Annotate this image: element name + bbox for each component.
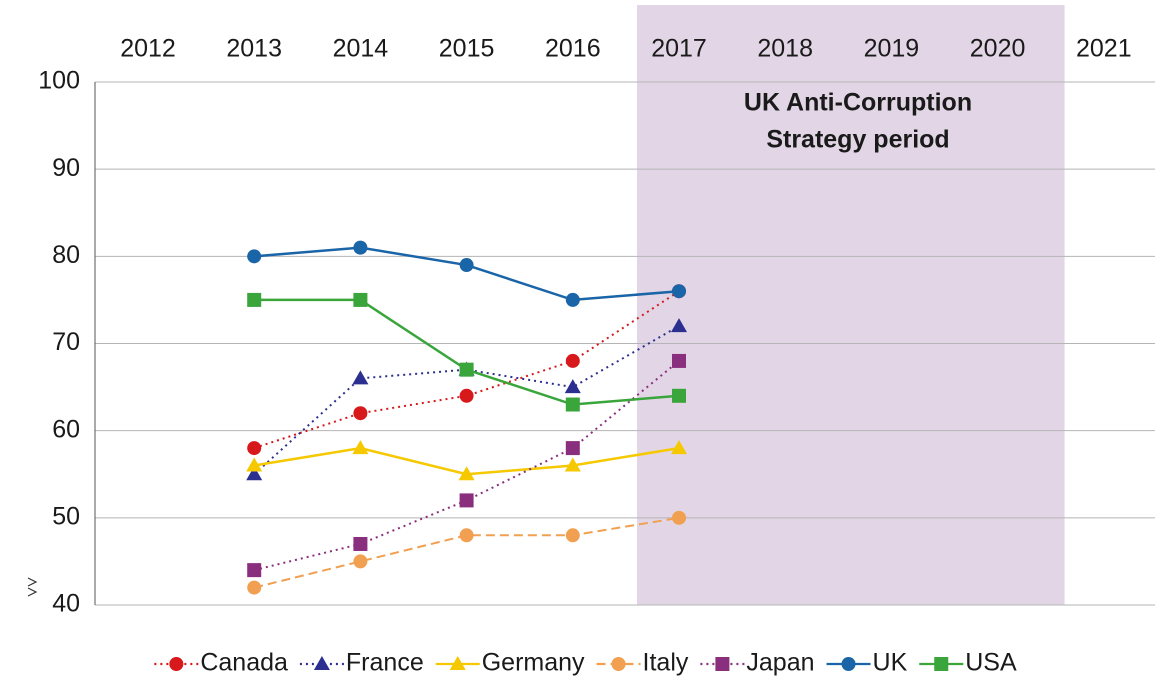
x-tick-label: 2020: [970, 35, 1026, 63]
marker: [459, 388, 474, 403]
legend-label: Japan: [746, 649, 814, 677]
marker: [564, 457, 581, 472]
y-tick-label: 60: [52, 415, 80, 443]
series-line: [253, 290, 680, 450]
period-band: [637, 5, 1065, 605]
marker: [672, 284, 686, 299]
marker: [247, 563, 262, 578]
y-tick-label: 80: [52, 241, 80, 269]
marker: [353, 292, 368, 307]
y-tick-label: 40: [52, 590, 80, 618]
legend-label: Italy: [643, 649, 689, 677]
marker: [246, 457, 263, 472]
axis-break: [27, 577, 38, 597]
annotation: Strategy period: [766, 126, 949, 154]
marker: [934, 657, 949, 671]
marker: [169, 657, 184, 671]
marker: [715, 657, 730, 671]
y-tick-label: 50: [52, 502, 80, 530]
x-tick-label: 2019: [864, 35, 920, 63]
marker: [353, 240, 368, 255]
marker: [352, 370, 369, 385]
marker: [352, 440, 369, 455]
series-line: [253, 360, 680, 572]
marker: [672, 388, 686, 403]
marker: [565, 528, 580, 543]
marker: [565, 292, 580, 307]
marker: [565, 353, 580, 368]
x-tick-label: 2012: [120, 35, 176, 63]
marker: [459, 493, 474, 508]
marker: [247, 580, 262, 595]
marker: [671, 318, 687, 333]
x-tick-label: 2016: [545, 35, 601, 63]
marker: [565, 441, 580, 456]
marker: [459, 258, 474, 273]
x-tick-label: 2013: [226, 35, 282, 63]
legend-label: USA: [965, 649, 1017, 677]
legend: Canada France Germany Italy Japan UK USA: [154, 649, 1017, 677]
marker: [672, 510, 686, 525]
marker: [246, 466, 263, 481]
marker: [247, 441, 262, 456]
legend-label: Germany: [482, 649, 585, 677]
y-tick-label: 100: [38, 67, 80, 95]
marker: [353, 554, 368, 569]
y-tick-label: 90: [52, 154, 80, 182]
x-tick-label: 2017: [651, 35, 707, 63]
series-line: [254, 246, 680, 302]
marker: [313, 656, 330, 670]
marker: [459, 528, 474, 543]
marker: [564, 379, 581, 394]
x-tick-label: 2021: [1076, 35, 1132, 63]
y-tick-label: 70: [52, 328, 80, 356]
marker: [247, 292, 262, 307]
marker: [565, 397, 580, 412]
marker: [353, 536, 368, 551]
x-tick-label: 2014: [333, 35, 389, 63]
marker: [672, 353, 686, 368]
legend-label: France: [346, 649, 424, 677]
marker: [458, 466, 475, 481]
marker: [459, 362, 474, 377]
marker: [247, 249, 262, 264]
marker: [611, 657, 626, 671]
marker: [841, 657, 856, 671]
marker: [449, 656, 466, 670]
marker: [353, 406, 368, 421]
x-tick-label: 2018: [757, 35, 813, 63]
legend-label: UK: [873, 649, 908, 677]
x-tick-label: 2015: [439, 35, 495, 63]
annotation: UK Anti-Corruption: [744, 89, 972, 117]
legend-label: Canada: [200, 649, 288, 677]
marker: [671, 440, 687, 455]
